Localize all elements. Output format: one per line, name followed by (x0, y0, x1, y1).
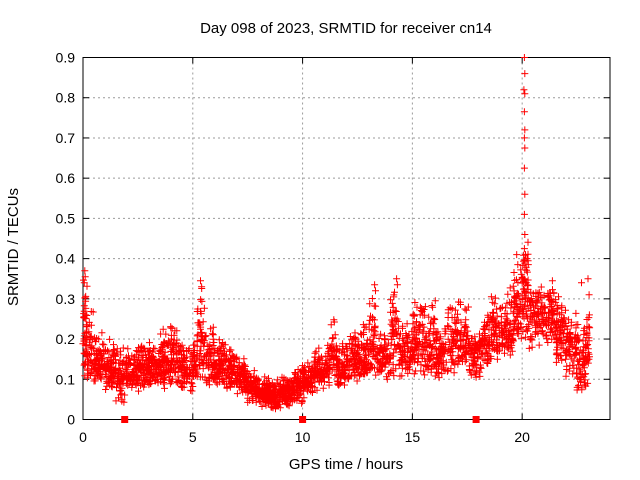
y-axis-label: SRMTID / TECUs (5, 188, 22, 306)
y-tick-label-0.1: 0.1 (56, 371, 76, 387)
x-tick-label-10: 10 (295, 429, 311, 445)
y-tick-label-0.8: 0.8 (56, 90, 76, 106)
plot-border (82, 57, 611, 420)
y-tick-label-0.3: 0.3 (56, 291, 76, 307)
x-tick-label-15: 15 (405, 429, 421, 445)
y-tick-label-0: 0 (67, 412, 75, 428)
x-tick-label-20: 20 (514, 429, 530, 445)
chart-title: Day 098 of 2023, SRMTID for receiver cn1… (200, 20, 492, 37)
y-tick-label-0.7: 0.7 (56, 130, 76, 146)
y-tick-label-0.5: 0.5 (56, 210, 76, 226)
event-square-17.9 (472, 416, 480, 423)
event-square-1.9 (121, 416, 129, 423)
y-tick-label-0.9: 0.9 (56, 50, 76, 66)
x-tick-label-5: 5 (189, 429, 197, 445)
scatter-points-srmtid (79, 54, 594, 413)
x-tick-label-0: 0 (79, 429, 87, 445)
scatter-series (79, 54, 594, 413)
x-axis-label: GPS time / hours (289, 456, 403, 473)
y-tick-label-0.2: 0.2 (56, 331, 76, 347)
y-tick-label-0.6: 0.6 (56, 170, 76, 186)
y-tick-label-0.4: 0.4 (56, 251, 76, 267)
event-markers (121, 416, 480, 423)
tick-labels: 0 5 10 15 20 0 0.1 0.2 0.3 0.4 0.5 0.6 0.7 0.8 0.9 (56, 50, 531, 446)
event-square-10 (299, 416, 307, 423)
